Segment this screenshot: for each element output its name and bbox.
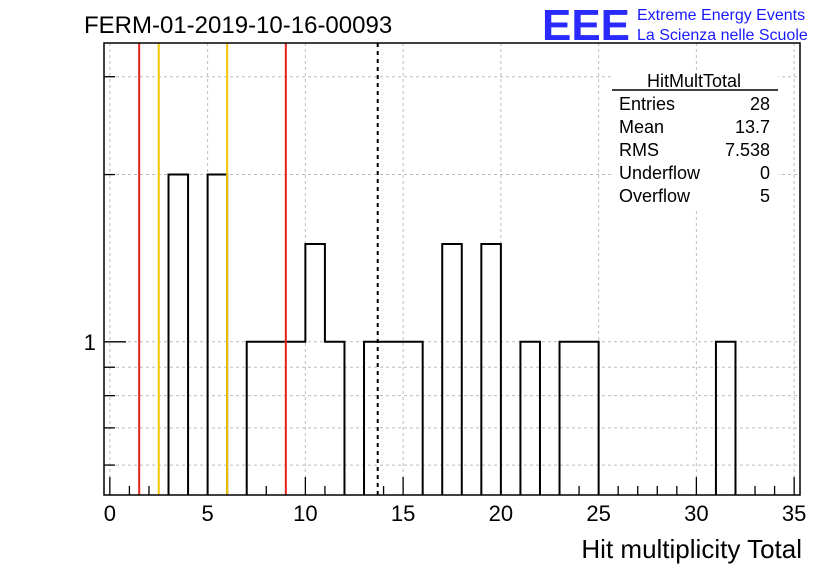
histogram-bin bbox=[403, 342, 423, 495]
marker-lines bbox=[138, 43, 379, 495]
x-tick-label: 35 bbox=[782, 501, 806, 526]
y-tick-label: 1 bbox=[84, 330, 96, 355]
histogram-bin bbox=[305, 244, 325, 495]
stats-row-label: Mean bbox=[619, 117, 664, 137]
histogram-bin bbox=[247, 342, 267, 495]
histogram-bin bbox=[716, 342, 736, 495]
x-tick-label: 10 bbox=[293, 501, 317, 526]
histogram-bin bbox=[364, 342, 384, 495]
stats-row: Overflow 5 bbox=[619, 186, 770, 206]
stats-row-value: 28 bbox=[750, 94, 770, 114]
logo-line-2: La Scienza nelle Scuole bbox=[637, 27, 808, 44]
stats-row: RMS 7.538 bbox=[619, 140, 770, 160]
tick-labels: 0 5 10 15 20 25 30 35 1 bbox=[84, 330, 807, 526]
x-tick-label: 25 bbox=[586, 501, 610, 526]
stats-box: HitMultTotal Entries 28 Mean 13.7 RMS 7.538 Un… bbox=[612, 71, 778, 209]
histogram-bins bbox=[167, 173, 737, 495]
stats-row-label: RMS bbox=[619, 140, 659, 160]
x-tick-label: 0 bbox=[104, 501, 116, 526]
histogram-bin bbox=[481, 244, 501, 495]
stats-title: HitMultTotal bbox=[647, 71, 741, 91]
x-tick-label: 5 bbox=[201, 501, 213, 526]
stats-row: Underflow 0 bbox=[619, 163, 770, 183]
x-tick-label: 15 bbox=[391, 501, 415, 526]
stats-row-value: 7.538 bbox=[725, 140, 770, 160]
histogram-bin bbox=[169, 175, 189, 495]
stats-row: Entries 28 bbox=[619, 94, 770, 114]
stats-row-value: 0 bbox=[760, 163, 770, 183]
eee-logo: EEE Extreme Energy Events La Scienza nel… bbox=[542, 1, 808, 50]
histogram-bin bbox=[384, 342, 404, 495]
run-title: FERM-01-2019-10-16-00093 bbox=[84, 12, 392, 39]
x-axis-title: Hit multiplicity Total bbox=[581, 534, 802, 564]
histogram-bin bbox=[579, 342, 599, 495]
stats-rows: Entries 28 Mean 13.7 RMS 7.538 Underflow 0 Overf… bbox=[619, 94, 770, 206]
histogram-bin bbox=[286, 342, 306, 495]
stats-box-background bbox=[612, 71, 778, 209]
logo-mark: EEE bbox=[542, 1, 630, 50]
stats-row-label: Overflow bbox=[619, 186, 691, 206]
stats-row: Mean 13.7 bbox=[619, 117, 770, 137]
stats-row-value: 13.7 bbox=[735, 117, 770, 137]
histogram-bin bbox=[560, 342, 580, 495]
histogram-bin bbox=[442, 244, 462, 495]
stats-row-label: Entries bbox=[619, 94, 675, 114]
histogram-bin bbox=[266, 342, 286, 495]
plot-frame bbox=[103, 42, 801, 496]
stats-row-value: 5 bbox=[760, 186, 770, 206]
histogram-bin bbox=[325, 342, 345, 495]
x-tick-label: 20 bbox=[489, 501, 513, 526]
histogram-bin bbox=[520, 342, 540, 495]
stats-row-label: Underflow bbox=[619, 163, 701, 183]
x-tick-label: 30 bbox=[684, 501, 708, 526]
histogram-outline bbox=[167, 173, 737, 495]
logo-line-1: Extreme Energy Events bbox=[637, 7, 805, 24]
histogram-bin bbox=[208, 175, 228, 495]
